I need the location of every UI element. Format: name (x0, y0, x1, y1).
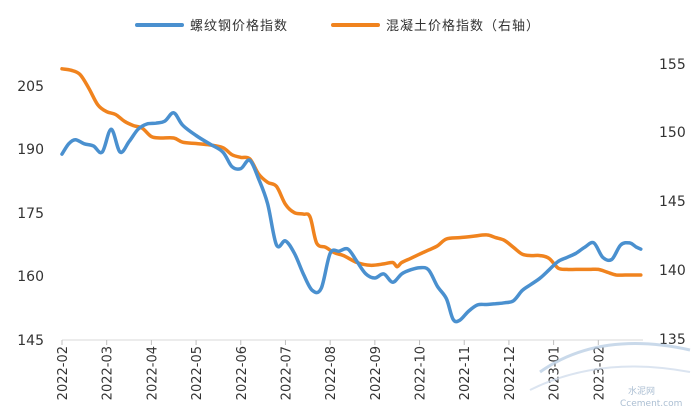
y-right-tick-label: 155 (659, 57, 686, 73)
y-right-tick-label: 135 (659, 332, 686, 348)
x-tick-label: 2022-10 (414, 346, 429, 400)
y-left-tick-label: 160 (17, 269, 44, 285)
x-tick-label: 2023-01 (548, 346, 563, 400)
x-tick-label: 2022-08 (324, 346, 339, 400)
x-tick-label: 2022-03 (101, 346, 116, 400)
y-right-tick-label: 140 (659, 263, 686, 279)
x-tick-label: 2022-09 (369, 346, 384, 400)
x-tick-label: 2022-02 (56, 346, 71, 400)
x-tick-label: 2022-05 (190, 346, 205, 400)
watermark: 水泥网 Ccement.com (529, 342, 691, 409)
y-left-tick-label: 205 (17, 79, 44, 95)
plot-area (60, 67, 643, 324)
y-left-tick-label: 190 (17, 142, 44, 158)
x-tick-label: 2022-04 (145, 346, 160, 400)
x-tick-label: 2022-12 (503, 346, 518, 400)
x-tick-label: 2023-02 (592, 346, 607, 400)
y-left-tick-label: 175 (17, 206, 44, 222)
legend: 螺纹钢价格指数 混凝土价格指数（右轴） (135, 18, 540, 34)
x-tick-label: 2022-07 (279, 346, 294, 400)
x-axis: 2022-02 2022-03 2022-04 2022-05 2022-06 2022-… (56, 340, 607, 400)
x-tick-label: 2022-06 (235, 346, 250, 400)
y-right-tick-label: 145 (659, 194, 686, 210)
legend-label-concrete: 混凝土价格指数（右轴） (386, 18, 540, 34)
watermark-logo-text: 水泥网 (628, 385, 655, 397)
legend-label-rebar: 螺纹钢价格指数 (190, 18, 288, 34)
y-axis-left: 145 160 175 190 205 (17, 79, 44, 349)
y-axis-right: 135 140 145 150 155 (659, 57, 686, 348)
series-line-rebar (60, 111, 643, 324)
series-line-concrete (60, 67, 643, 277)
y-right-tick-label: 150 (659, 125, 686, 141)
y-left-tick-label: 145 (17, 333, 44, 349)
x-tick-label: 2022-11 (458, 346, 473, 400)
watermark-swoosh (529, 365, 691, 391)
watermark-text: Ccement.com (620, 399, 682, 409)
watermark-swoosh (539, 342, 691, 374)
